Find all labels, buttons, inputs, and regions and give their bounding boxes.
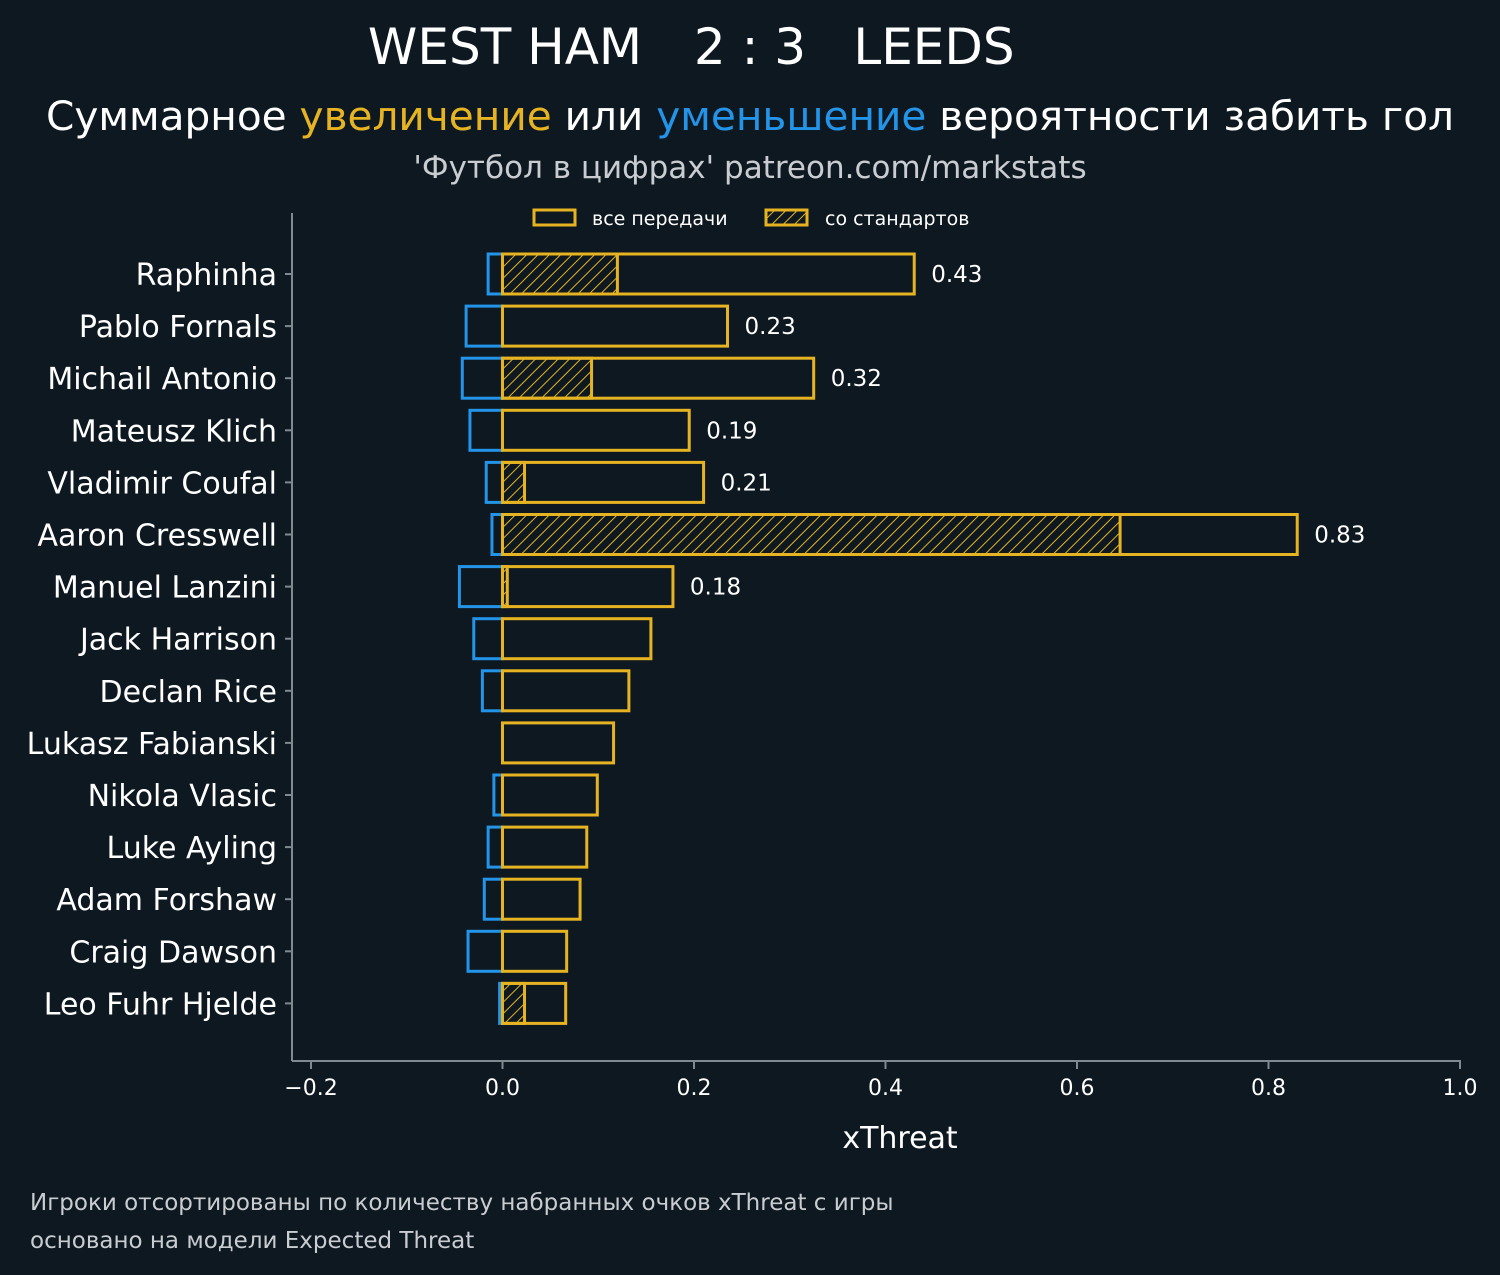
bar-increase — [501, 773, 599, 817]
bar-value-label: 0.18 — [690, 575, 741, 601]
x-tick-label: 1.0 — [1443, 1076, 1478, 1101]
legend-label-all-passes: все передачи — [592, 208, 728, 230]
subtitle-decrease-word: уменьшение — [656, 94, 926, 140]
player-label: Aaron Cresswell — [38, 519, 278, 554]
bar-increase — [501, 252, 916, 296]
bar-set-pieces — [501, 513, 1122, 556]
x-tick-label: 0.6 — [1060, 1076, 1095, 1101]
bar-increase — [501, 617, 653, 661]
bars: 0.43 0.23 0.32 0.19 0.21 0.83 0.18 — [457, 252, 1365, 1025]
bar-value-label: 0.23 — [745, 314, 796, 340]
bar-set-pieces — [501, 981, 527, 1025]
x-axis-title: xThreat — [842, 1121, 958, 1156]
footer-note-model: основано на модели Expected Threat — [30, 1228, 474, 1254]
player-label: Luke Ayling — [107, 831, 277, 866]
x-axis-ticks: −0.2 0.0 0.2 0.4 0.6 0.8 1.0 — [284, 1061, 1478, 1101]
bar-decrease — [466, 929, 504, 973]
player-label: Vladimir Coufal — [47, 466, 277, 501]
bar-increase — [501, 877, 582, 921]
legend-swatch-set-pieces — [764, 208, 809, 227]
player-label: Pablo Fornals — [79, 310, 277, 345]
subtitle-part-2: или — [552, 94, 657, 140]
x-tick-label: 0.0 — [485, 1076, 520, 1101]
bar-increase — [501, 356, 816, 400]
bar-decrease — [468, 408, 505, 452]
home-team-name: WEST HAM — [368, 18, 642, 76]
legend-label-set-pieces: со стандартов — [825, 208, 969, 230]
bar-decrease — [460, 356, 505, 400]
bar-value-label: 0.19 — [706, 418, 757, 444]
bar-increase — [501, 460, 706, 504]
player-label: Leo Fuhr Hjelde — [44, 987, 277, 1022]
bar-decrease — [457, 565, 505, 609]
bar-increase — [501, 565, 675, 609]
bar-decrease — [480, 669, 504, 713]
player-label: Raphinha — [136, 258, 277, 293]
subtitle-part-3: вероятности забить гол — [926, 94, 1454, 140]
bar-increase — [501, 669, 631, 713]
bar-increase — [501, 929, 569, 973]
bar-value-label: 0.32 — [831, 366, 882, 392]
player-label: Manuel Lanzini — [53, 571, 277, 606]
subtitle-increase-word: увеличение — [300, 94, 552, 140]
subtitle-part-1: Суммарное — [46, 94, 300, 140]
bar-decrease — [490, 513, 504, 556]
player-label: Jack Harrison — [78, 623, 277, 658]
player-label: Declan Rice — [100, 675, 277, 710]
player-label: Michail Antonio — [47, 362, 277, 397]
bar-decrease — [472, 617, 504, 661]
bar-increase — [501, 408, 691, 452]
bar-value-label: 0.83 — [1314, 523, 1365, 549]
bar-decrease — [464, 304, 504, 348]
bar-decrease — [486, 825, 505, 869]
footer-note-sorting: Игроки отсортированы по количеству набра… — [30, 1190, 894, 1216]
bar-increase — [501, 981, 568, 1025]
match-score: 2 : 3 — [694, 18, 806, 76]
player-label: Nikola Vlasic — [88, 779, 277, 814]
bar-increase — [501, 825, 589, 869]
x-tick-label: −0.2 — [284, 1076, 337, 1101]
legend: все передачи со стандартов — [532, 208, 969, 230]
bar-increase — [501, 721, 616, 765]
x-tick-label: 0.4 — [868, 1076, 903, 1101]
player-labels: Raphinha Pablo Fornals Michail Antonio Mate… — [27, 258, 292, 1022]
player-label: Craig Dawson — [69, 935, 277, 970]
bar-value-label: 0.43 — [931, 262, 982, 288]
bar-set-pieces — [501, 252, 619, 296]
bar-set-pieces — [501, 356, 594, 400]
x-tick-label: 0.2 — [677, 1076, 712, 1101]
away-team-name: LEEDS — [853, 18, 1014, 76]
bar-increase — [501, 304, 730, 348]
bar-decrease — [482, 877, 504, 921]
player-label: Adam Forshaw — [56, 883, 277, 918]
player-label: Lukasz Fabianski — [27, 727, 277, 762]
bar-decrease — [484, 460, 505, 504]
player-label: Mateusz Klich — [71, 414, 277, 449]
bar-value-label: 0.21 — [721, 470, 772, 496]
bar-increase — [501, 513, 1299, 556]
chart-subtitle: Суммарное увеличение или уменьшение веро… — [46, 94, 1454, 140]
legend-swatch-all-passes — [532, 208, 577, 227]
x-tick-label: 0.8 — [1251, 1076, 1286, 1101]
bar-decrease — [486, 252, 505, 296]
credit-line: 'Футбол в цифрах' patreon.com/markstats — [413, 150, 1086, 186]
bar-set-pieces — [501, 460, 527, 504]
